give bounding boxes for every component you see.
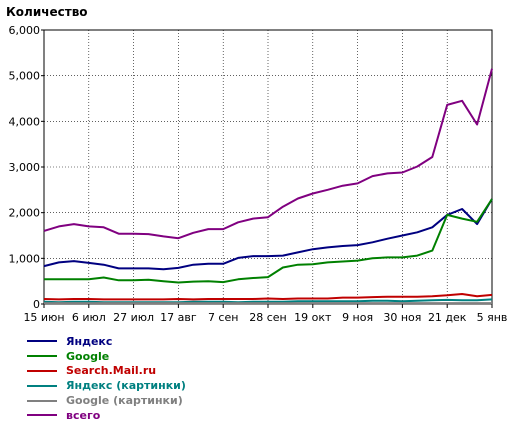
legend-swatch: [27, 340, 57, 343]
legend-label: Google: [66, 349, 110, 363]
y-tick-label: 4,000: [9, 115, 41, 128]
series-lines: [43, 68, 493, 305]
grid: [44, 30, 492, 304]
legend-label: Search.Mail.ru: [66, 364, 157, 378]
y-tick-label: 2,000: [9, 207, 41, 220]
legend-item: Google: [27, 349, 186, 364]
y-tick-label: 6,000: [9, 24, 41, 37]
legend-item: Яндекс: [27, 334, 186, 349]
legend-swatch: [27, 369, 57, 372]
legend-item: Яндекс (картинки): [27, 378, 186, 393]
series-line-0: [43, 198, 493, 271]
y-tick-label: 0: [33, 298, 40, 311]
legend-swatch: [27, 399, 57, 402]
x-tick-label: 19 окт: [294, 311, 332, 324]
axes: 0 1,000 2,000 3,000 4,000 5,000 6,000 15 июн 6 и…: [9, 24, 508, 324]
y-tick-label: 3,000: [9, 161, 41, 174]
series-line-5: [43, 68, 493, 240]
series-line-1: [44, 198, 493, 284]
x-tick-label: 9 ноя: [342, 311, 373, 324]
legend-swatch: [27, 384, 57, 387]
x-tick-label: 28 сен: [249, 311, 287, 324]
x-tick-label: 17 авг: [160, 311, 197, 324]
legend-label: Google (картинки): [66, 394, 183, 408]
x-tick-label: 7 сен: [208, 311, 239, 324]
y-tick-label: 1,000: [9, 252, 41, 265]
legend-swatch: [27, 414, 57, 417]
legend-label: Яндекс: [66, 334, 113, 348]
legend-item: Search.Mail.ru: [27, 364, 186, 379]
chart-title: Количество: [6, 5, 88, 19]
y-tick-label: 5,000: [9, 70, 41, 83]
legend-label: всего: [66, 408, 101, 422]
x-tick-label: 27 июл: [113, 311, 154, 324]
x-tick-label: 5 янв: [477, 311, 508, 324]
plot-frame: [43, 29, 493, 305]
legend: Яндекс Google Search.Mail.ru Яндекс (картин…: [27, 334, 186, 423]
x-tick-label: 21 дек: [428, 311, 467, 324]
legend-label: Яндекс (картинки): [66, 379, 186, 393]
legend-item: Google (картинки): [27, 393, 186, 408]
x-tick-label: 6 июл: [72, 311, 106, 324]
x-tick-label: 15 июн: [23, 311, 64, 324]
x-tick-label: 30 ноя: [383, 311, 421, 324]
legend-swatch: [27, 355, 57, 358]
legend-item: всего: [27, 408, 186, 423]
series-line-2: [43, 293, 493, 301]
